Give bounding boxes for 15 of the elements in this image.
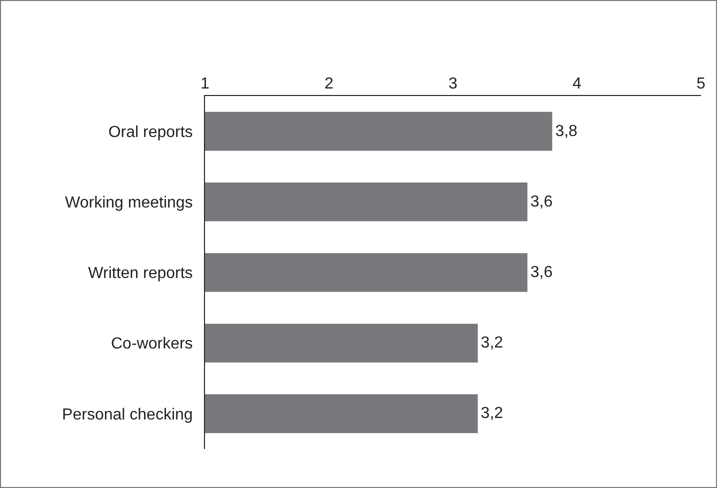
x-tick-label: 4 — [572, 76, 582, 93]
data-label: 3,8 — [555, 122, 578, 140]
y-tick-label: Oral reports — [108, 124, 193, 141]
y-tick-label: Working meetings — [65, 194, 193, 212]
x-tick-label: 2 — [324, 76, 334, 93]
y-tick-label: Written reports — [88, 265, 193, 282]
data-label: 3,6 — [530, 193, 553, 210]
x-tick-label: 5 — [696, 76, 706, 93]
data-label: 3,2 — [480, 405, 504, 422]
x-tick-label: 3 — [448, 76, 458, 93]
x-tick-label: 1 — [200, 76, 210, 93]
y-tick-label: Co-workers — [111, 336, 193, 353]
data-label: 3,2 — [480, 334, 504, 352]
data-label: 3,6 — [530, 264, 553, 281]
y-tick-label: Personal checking — [62, 406, 193, 424]
